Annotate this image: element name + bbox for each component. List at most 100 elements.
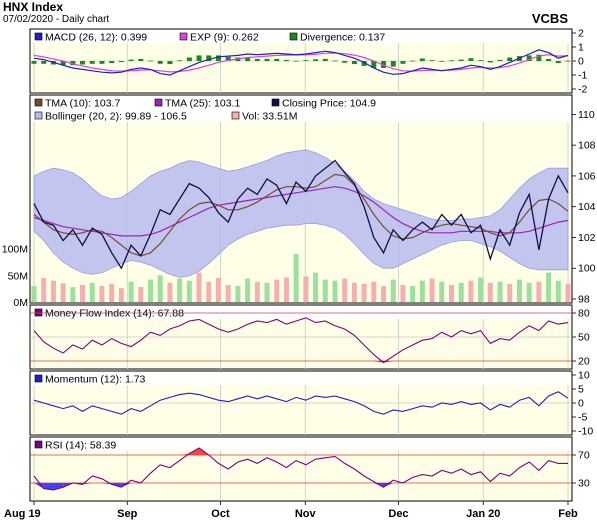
rsi-oversold-fill: [43, 483, 54, 490]
mfi-tick-label: 50: [578, 332, 590, 344]
mfi-tick-label: 80: [578, 308, 590, 320]
volume-bar: [254, 281, 260, 302]
volume-tick-label: 0M: [13, 297, 28, 309]
macd-divergence-bar: [400, 61, 406, 64]
volume-bar: [264, 282, 270, 302]
tma25-line: [33, 186, 569, 237]
volume-bar: [41, 278, 47, 302]
volume-bar: [419, 280, 425, 302]
macd-legend-label: Divergence: 0.137: [300, 32, 385, 44]
momentum-tick-label: 0: [578, 398, 584, 410]
volume-bar: [118, 288, 124, 302]
macd-divergence-bar: [89, 61, 95, 64]
macd-divergence-bar: [225, 56, 231, 61]
volume-bar: [381, 286, 387, 302]
momentum-line: [33, 391, 569, 415]
volume-bar: [332, 280, 338, 302]
macd-divergence-bar: [118, 61, 124, 63]
macd-divergence-bar: [313, 59, 319, 61]
x-axis-tick-label: Feb: [558, 508, 578, 520]
mfi-oversold-fill: [373, 361, 384, 363]
macd-divergence-bar: [303, 60, 309, 61]
rsi-line: [33, 447, 568, 491]
price-legend-label: TMA (25): 103.1: [165, 98, 240, 110]
macd-divergence-bar: [478, 60, 484, 61]
macd-divergence-bar: [410, 60, 416, 62]
volume-bar: [390, 279, 396, 302]
volume-bar: [400, 284, 406, 302]
macd-divergence-bar: [157, 61, 163, 64]
macd-divergence-bar: [177, 60, 183, 62]
rsi-oversold-fill: [383, 483, 394, 488]
price-legend-swatch: [34, 111, 43, 120]
bollinger-band: [33, 149, 569, 278]
rsi-oversold-fill: [121, 483, 132, 488]
brand-label: VCBS: [531, 11, 568, 26]
volume-bar: [507, 283, 513, 302]
macd-divergence-bar: [429, 60, 435, 61]
volume-bar: [546, 272, 552, 302]
rsi-legend-label: RSI (14): 58.39: [45, 440, 116, 452]
price-tick-label: 106: [578, 170, 596, 182]
macd-divergence-bar: [206, 55, 212, 61]
price-legend-swatch: [231, 111, 240, 120]
price-legend-label: Bollinger (20, 2): 99.89 - 106.5: [45, 111, 187, 123]
volume-bar: [167, 282, 173, 302]
macd-divergence-bar: [148, 60, 154, 62]
macd-divergence-bar: [186, 57, 192, 61]
macd-legend-label: EXP (9): 0.262: [190, 32, 259, 44]
macd-tick-label: -2: [578, 84, 587, 96]
momentum-tick-label: -5: [578, 412, 587, 424]
macd-divergence-bar: [167, 61, 173, 65]
volume-bar: [109, 283, 115, 302]
macd-divergence-bar: [332, 60, 338, 62]
macd-divergence-bar: [507, 57, 513, 61]
momentum-legend-label: Momentum (12): 1.73: [45, 374, 146, 386]
macd-tick-label: 0: [578, 56, 584, 68]
rsi-oversold-fill: [82, 483, 93, 485]
rsi-legend-swatch: [34, 440, 43, 449]
rsi-tick-label: 70: [578, 450, 590, 462]
macd-divergence-bar: [419, 58, 425, 61]
volume-bar: [128, 281, 134, 302]
macd-divergence-bar: [565, 60, 571, 62]
volume-bar: [322, 279, 328, 302]
volume-bar: [439, 281, 445, 302]
macd-divergence-bar: [70, 61, 76, 66]
macd-tick-label: 2: [578, 28, 584, 40]
macd-divergence-bar: [351, 61, 357, 65]
mfi-legend-swatch: [34, 308, 43, 317]
macd-legend-label: MACD (26, 12): 0.399: [45, 32, 147, 44]
volume-bar: [157, 275, 163, 302]
volume-bar: [458, 282, 464, 302]
price-legend-label: TMA (10): 103.7: [45, 98, 120, 110]
macd-tick-label: -1: [578, 70, 587, 82]
macd-divergence-bar: [196, 55, 202, 61]
macd-divergence-bar: [468, 58, 474, 61]
volume-bar: [245, 278, 251, 302]
x-axis-tick-label: Nov: [295, 508, 317, 520]
macd-divergence-bar: [128, 59, 134, 61]
volume-bar: [138, 287, 144, 302]
macd-line: [33, 49, 569, 76]
macd-divergence-bar: [458, 59, 464, 61]
price-legend-label: Vol: 33.51M: [242, 111, 297, 123]
volume-bar: [478, 277, 484, 302]
volume-bar: [526, 282, 532, 302]
momentum-legend-swatch: [34, 374, 43, 383]
macd-divergence-bar: [60, 61, 66, 66]
mfi-legend-label: Money Flow Index (14): 67.88: [45, 308, 184, 320]
volume-bar: [361, 283, 367, 302]
rsi-oversold-fill: [34, 483, 44, 489]
volume-bar: [429, 278, 435, 302]
macd-legend-band: [31, 30, 571, 43]
volume-bar: [342, 278, 348, 302]
price-tick-label: 100: [578, 263, 596, 275]
x-axis-tick-label: Jan 20: [466, 508, 500, 520]
macd-divergence-bar: [342, 61, 348, 63]
volume-bar: [293, 254, 299, 302]
volume-bar: [206, 281, 212, 302]
macd-divergence-bar: [371, 61, 377, 68]
volume-bar: [497, 281, 503, 302]
volume-bar: [313, 272, 319, 302]
